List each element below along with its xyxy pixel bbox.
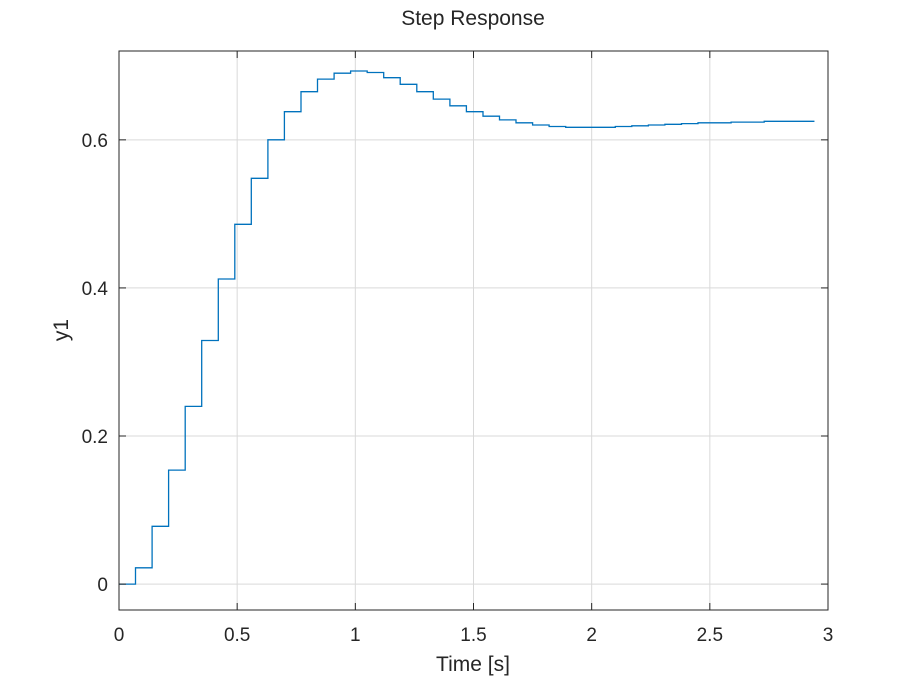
x-tick-label: 0 (114, 625, 125, 646)
y-axis-label: y1 (50, 319, 73, 341)
x-axis-label: Time [s] (436, 653, 510, 676)
y-tick-label: 0.2 (82, 427, 108, 448)
x-tick-label: 0.5 (224, 625, 250, 646)
x-tick-label: 2.5 (697, 625, 723, 646)
x-tick-label: 1.5 (460, 625, 486, 646)
y-tick-label: 0.4 (82, 279, 109, 300)
chart-title: Step Response (401, 7, 545, 30)
y-tick-label: 0 (97, 575, 108, 596)
x-tick-label: 3 (823, 625, 834, 646)
x-tick-label: 2 (586, 625, 597, 646)
y-tick-label: 0.6 (82, 131, 108, 152)
x-tick-label: 1 (350, 625, 361, 646)
